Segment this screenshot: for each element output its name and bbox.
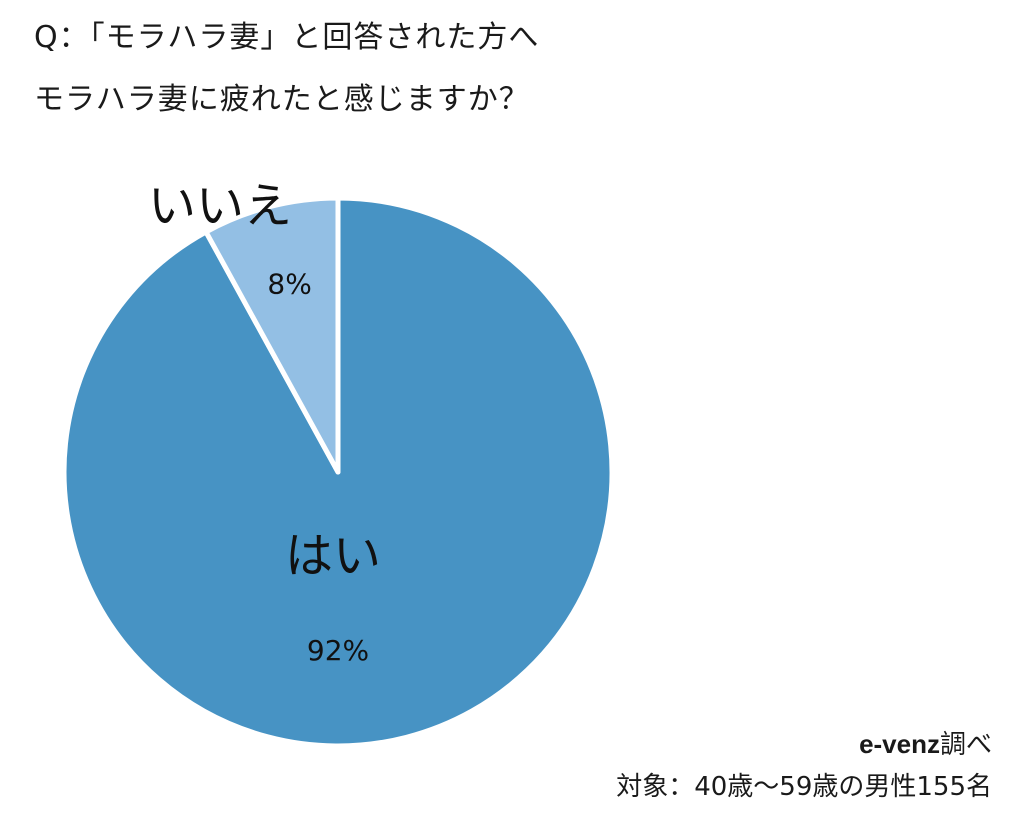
survey-target: 対象：40歳〜59歳の男性155名 (616, 772, 992, 802)
slice-percent-label: 92% (307, 634, 369, 667)
pie-slice-no (203, 195, 341, 475)
chart-title-line-1: Q：「モラハラ妻」と回答された方へ (34, 20, 540, 55)
pie-labels: はい 92% いいえ 8% (148, 178, 381, 667)
pie-slices (61, 195, 615, 749)
source-credit: e-venz調べ (859, 724, 992, 761)
source-brand: e-venz (859, 729, 940, 759)
slice-category-label: はい (285, 528, 381, 584)
slice-percent-label: 8% (267, 268, 311, 301)
chart-title-line-2: モラハラ妻に疲れたと感じますか？ (34, 82, 530, 117)
slice-category-label: いいえ (148, 178, 292, 234)
source-suffix: 調べ (939, 730, 992, 760)
pie-slice-yes (61, 195, 615, 749)
